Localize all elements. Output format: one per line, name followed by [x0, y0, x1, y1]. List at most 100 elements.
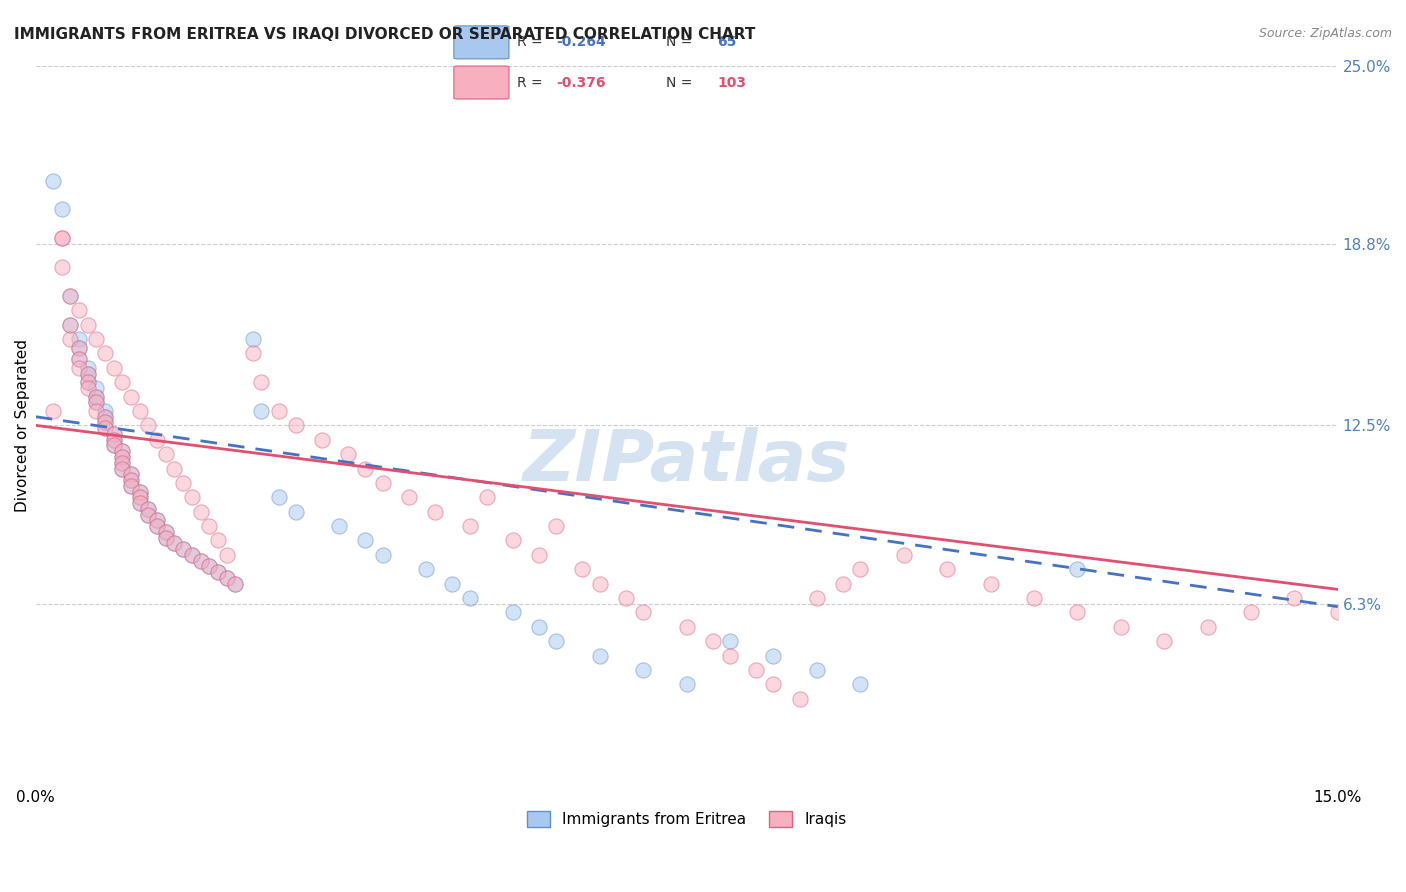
Point [94, 409, 117, 424]
Point [371, 475, 394, 490]
Point [806, 663, 828, 677]
Text: N =: N = [666, 35, 697, 49]
Point [675, 677, 697, 691]
Point [103, 427, 125, 442]
Point [207, 533, 229, 548]
Point [1284, 591, 1306, 605]
Point [163, 536, 186, 550]
Point [103, 360, 125, 375]
Point [527, 548, 550, 562]
Point [51, 202, 73, 217]
Point [190, 553, 212, 567]
Point [172, 542, 194, 557]
Point [94, 346, 117, 360]
Point [120, 479, 142, 493]
Point [423, 505, 446, 519]
Point [76, 367, 98, 381]
Point [1022, 591, 1045, 605]
Text: R =: R = [517, 35, 547, 49]
Point [589, 576, 612, 591]
Point [146, 513, 169, 527]
Point [111, 450, 134, 464]
Text: ZIPatlas: ZIPatlas [523, 426, 851, 496]
Point [128, 496, 150, 510]
Point [180, 548, 202, 562]
Point [146, 513, 169, 527]
Point [111, 444, 134, 458]
Legend: Immigrants from Eritrea, Iraqis: Immigrants from Eritrea, Iraqis [519, 804, 853, 835]
Point [67, 341, 90, 355]
Point [163, 461, 186, 475]
Point [120, 467, 142, 482]
Point [86, 395, 108, 409]
Text: -0.264: -0.264 [557, 35, 606, 49]
Point [979, 576, 1001, 591]
Point [76, 375, 98, 389]
Point [155, 531, 177, 545]
Point [94, 421, 117, 435]
Point [1197, 620, 1219, 634]
Point [242, 346, 264, 360]
Point [527, 620, 550, 634]
Text: R =: R = [517, 76, 547, 90]
Point [59, 318, 82, 332]
Point [190, 553, 212, 567]
Point [120, 473, 142, 487]
Point [1240, 606, 1263, 620]
Point [155, 524, 177, 539]
Point [76, 360, 98, 375]
Point [76, 367, 98, 381]
Point [155, 531, 177, 545]
Point [398, 491, 420, 505]
Point [128, 484, 150, 499]
Point [718, 634, 741, 648]
Point [762, 677, 785, 691]
Point [51, 260, 73, 274]
Point [198, 559, 221, 574]
Point [250, 404, 273, 418]
Point [138, 418, 160, 433]
Point [762, 648, 785, 663]
Point [120, 473, 142, 487]
Point [42, 174, 65, 188]
FancyBboxPatch shape [454, 26, 509, 59]
Point [86, 395, 108, 409]
Text: -0.376: -0.376 [557, 76, 606, 90]
Point [806, 591, 828, 605]
Point [51, 231, 73, 245]
Point [1109, 620, 1132, 634]
Point [59, 289, 82, 303]
Point [103, 433, 125, 447]
Point [86, 381, 108, 395]
Point [103, 438, 125, 452]
Point [745, 663, 768, 677]
Point [59, 332, 82, 346]
Point [441, 576, 464, 591]
Point [155, 447, 177, 461]
Point [285, 505, 308, 519]
Point [59, 289, 82, 303]
Point [111, 456, 134, 470]
Point [337, 447, 360, 461]
Point [67, 332, 90, 346]
Point [267, 404, 290, 418]
Point [76, 375, 98, 389]
Point [893, 548, 915, 562]
Point [155, 524, 177, 539]
Point [267, 491, 290, 505]
Point [1326, 606, 1348, 620]
Point [215, 571, 238, 585]
Text: 103: 103 [717, 76, 747, 90]
Point [849, 677, 872, 691]
Point [475, 491, 498, 505]
Point [128, 491, 150, 505]
Point [146, 519, 169, 533]
Point [138, 508, 160, 522]
Point [128, 484, 150, 499]
Point [111, 444, 134, 458]
Point [224, 576, 246, 591]
Point [138, 508, 160, 522]
Text: N =: N = [666, 76, 697, 90]
Point [146, 433, 169, 447]
Point [1066, 606, 1088, 620]
